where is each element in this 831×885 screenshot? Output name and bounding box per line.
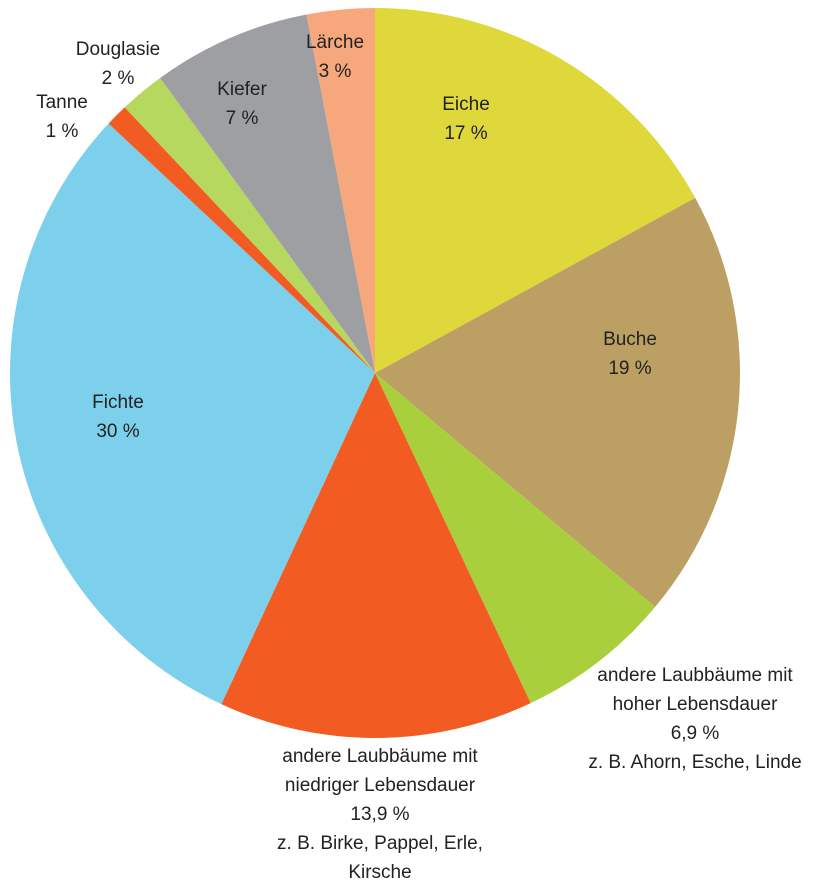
category-label: Kiefer xyxy=(217,79,267,100)
slice xyxy=(306,8,375,373)
slice xyxy=(221,373,531,738)
slice xyxy=(375,197,740,607)
slice-label: Fichte 30 % xyxy=(18,388,218,446)
value-label: 6,9 % xyxy=(670,723,720,744)
slice-label: Kiefer 7 % xyxy=(192,75,292,133)
slice xyxy=(9,123,376,705)
category-label: Douglasie xyxy=(75,39,161,60)
value-label: 2 % xyxy=(101,68,135,89)
slice xyxy=(108,107,375,373)
category-label: Lärche xyxy=(305,32,365,53)
slice xyxy=(124,77,375,373)
category-label: Buche xyxy=(603,329,657,350)
category-label: Eiche xyxy=(442,94,490,115)
slice-label: Douglasie 2 % xyxy=(58,35,178,93)
slice xyxy=(375,373,656,704)
category-label: andere Laubbäume mit hoher Lebensdauer xyxy=(597,665,793,715)
value-label: 19 % xyxy=(608,358,652,379)
slice-label: Lärche 3 % xyxy=(285,28,385,86)
slice-label: andere Laubbäume mit niedriger Lebensdau… xyxy=(260,742,500,885)
value-label: 30 % xyxy=(96,421,140,442)
category-label: Fichte xyxy=(92,392,144,413)
slice-label: Buche 19 % xyxy=(530,325,730,383)
value-label: 7 % xyxy=(225,108,259,129)
slice xyxy=(375,8,696,373)
note-label: z. B. Birke, Pappel, Erle, Kirsche xyxy=(277,833,483,883)
value-label: 17 % xyxy=(444,123,488,144)
slice-label: Tanne 1 % xyxy=(12,88,112,146)
slice xyxy=(160,14,375,373)
note-label: z. B. Ahorn, Esche, Linde xyxy=(588,752,802,773)
category-label: andere Laubbäume mit niedriger Lebensdau… xyxy=(282,746,478,796)
slice-label: Eiche 17 % xyxy=(366,90,566,148)
value-label: 3 % xyxy=(318,61,352,82)
value-label: 1 % xyxy=(45,121,79,142)
category-label: Tanne xyxy=(36,92,88,113)
value-label: 13,9 % xyxy=(350,804,410,825)
slice-label: andere Laubbäume mit hoher Lebensdauer 6,… xyxy=(555,661,831,777)
